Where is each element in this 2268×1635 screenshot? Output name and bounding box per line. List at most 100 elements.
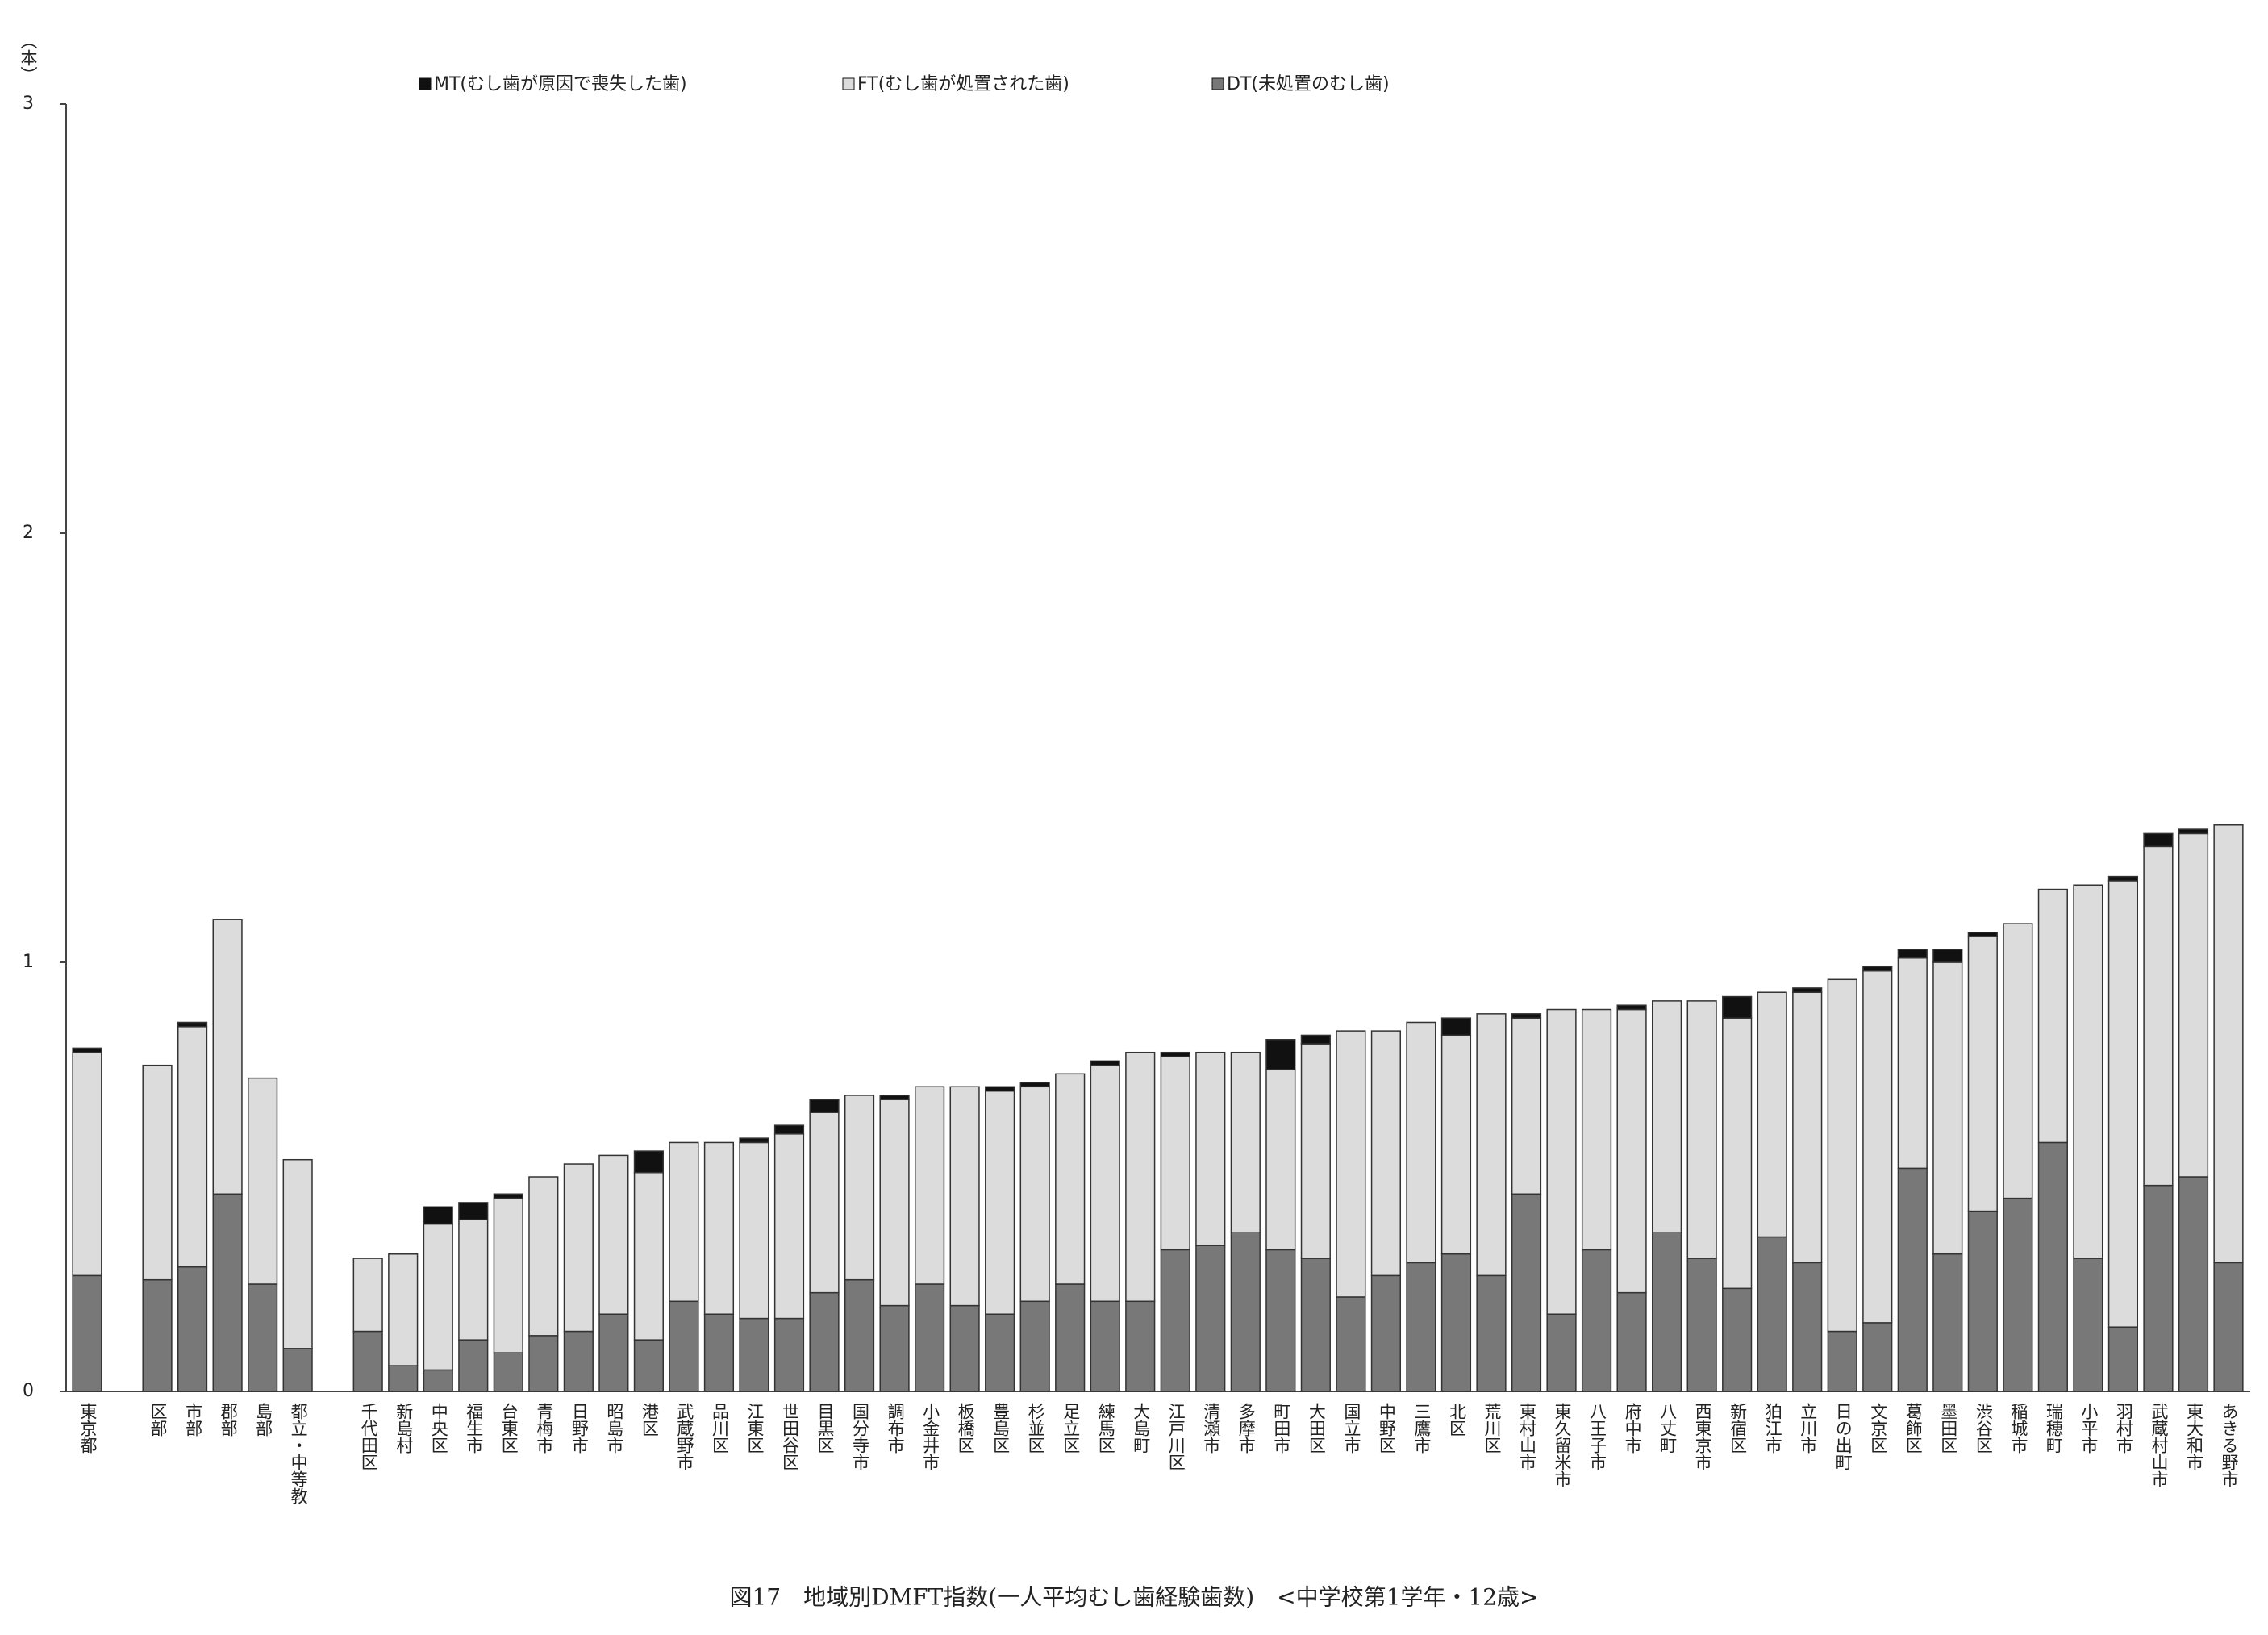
bar-segment — [282, 1348, 313, 1392]
x-tick-label: 葛飾区 — [1903, 1403, 1923, 1454]
bar-segment — [1546, 1008, 1577, 1315]
x-tick-label: 中央区 — [429, 1403, 448, 1454]
bar-segment — [1722, 1017, 1753, 1290]
bar-segment — [458, 1339, 489, 1392]
x-tick-label: 渋谷区 — [1974, 1403, 1993, 1454]
bar-segment — [1055, 1073, 1086, 1285]
bar-segment — [423, 1369, 453, 1392]
bar-segment — [1300, 1034, 1331, 1045]
bar-segment — [1370, 1274, 1402, 1392]
bar-segment — [1967, 932, 1998, 937]
bar-segment — [949, 1304, 980, 1392]
bar-segment — [773, 1317, 805, 1392]
bar-segment — [1616, 1004, 1647, 1011]
bar-segment — [1406, 1021, 1436, 1264]
bar-segment — [1160, 1051, 1190, 1057]
bar-segment — [1932, 949, 1963, 963]
bar-segment — [1511, 1013, 1542, 1019]
bar-segment — [1090, 1300, 1120, 1392]
bar-segment — [1757, 1236, 1787, 1392]
bar-segment — [142, 1064, 173, 1281]
bar-segment — [177, 1021, 208, 1028]
bar-segment — [1195, 1051, 1226, 1246]
bar-segment — [598, 1154, 629, 1315]
bar-segment — [1862, 966, 1893, 972]
x-tick-label: 日野市 — [569, 1403, 589, 1454]
bar-segment — [1932, 961, 1963, 1255]
bar-segment — [563, 1330, 594, 1392]
bar-segment — [1862, 970, 1893, 1324]
bar-segment — [1827, 1330, 1857, 1392]
bar-segment — [1440, 1034, 1472, 1255]
x-tick-label: あきる野市 — [2220, 1403, 2239, 1487]
x-tick-label: 町田市 — [1272, 1403, 1291, 1454]
bar-segment — [1476, 1013, 1507, 1277]
bar-segment — [2107, 1326, 2139, 1392]
bar-segment — [1440, 1017, 1472, 1036]
bar-segment — [2003, 1197, 2033, 1392]
x-tick-label: 西東京市 — [1693, 1403, 1712, 1470]
bar-segment — [703, 1313, 735, 1392]
bar-segment — [879, 1095, 910, 1100]
bar-segment — [633, 1171, 664, 1341]
bar-segment — [809, 1112, 840, 1294]
x-tick-label: 東村山市 — [1518, 1403, 1537, 1470]
x-tick-label: 練馬区 — [1096, 1403, 1115, 1454]
bar-segment — [2037, 1141, 2068, 1392]
legend-label: FT(むし歯が処置された歯) — [857, 74, 1069, 94]
bar-segment — [2178, 832, 2209, 1178]
x-tick-label: 清瀬市 — [1202, 1403, 1221, 1454]
bar-segment — [1090, 1060, 1120, 1066]
bar-segment — [2073, 884, 2103, 1259]
x-tick-label: 郡部 — [219, 1403, 238, 1437]
x-tick-label: 墨田区 — [1939, 1403, 1958, 1454]
x-tick-label: 大田区 — [1307, 1403, 1326, 1454]
bar-segment — [1932, 1253, 1963, 1392]
x-tick-label: 千代田区 — [359, 1403, 378, 1470]
bar-segment — [739, 1141, 769, 1320]
bar-segment — [739, 1137, 769, 1144]
bar-segment — [352, 1258, 383, 1333]
x-tick-label: 市部 — [184, 1403, 203, 1437]
bar-segment — [809, 1099, 840, 1113]
bar-segment — [1511, 1193, 1542, 1392]
x-tick-label: 武蔵野市 — [675, 1403, 694, 1470]
bar-segment — [669, 1300, 699, 1392]
x-tick-label: 日の出町 — [1833, 1403, 1853, 1470]
bar-segment — [879, 1099, 910, 1307]
x-tick-label: 羽村市 — [2114, 1403, 2133, 1454]
x-tick-label: 目黒区 — [815, 1403, 835, 1454]
bar-segment — [177, 1026, 208, 1268]
bar-segment — [1897, 1167, 1928, 1392]
bar-segment — [633, 1150, 664, 1174]
x-tick-label: 島部 — [254, 1403, 273, 1437]
bar-segment — [1897, 949, 1928, 959]
bar-segment — [2107, 880, 2139, 1328]
bar-segment — [1265, 1039, 1296, 1070]
x-tick-label: 東京都 — [78, 1403, 98, 1454]
bar-segment — [248, 1283, 278, 1392]
bar-segment — [1686, 1000, 1717, 1259]
x-tick-label: 品川区 — [710, 1403, 729, 1454]
bar-segment — [1265, 1249, 1296, 1392]
bar-segment — [423, 1206, 453, 1225]
bar-segment — [1862, 1322, 1893, 1392]
bar-segment — [1090, 1064, 1120, 1303]
bar-segment — [2143, 845, 2174, 1187]
bar-segment — [528, 1176, 559, 1337]
bar-segment — [1019, 1082, 1050, 1088]
x-tick-label: 八王子市 — [1588, 1403, 1607, 1470]
bar-segment — [493, 1197, 523, 1353]
bar-segment — [388, 1253, 419, 1366]
legend-label: MT(むし歯が原因で喪失した歯) — [434, 74, 687, 94]
x-tick-label: 三鷹市 — [1412, 1403, 1432, 1454]
x-tick-label: 杉並区 — [1026, 1403, 1045, 1454]
x-tick-label: 調布市 — [886, 1403, 905, 1454]
x-tick-label: 足立区 — [1061, 1403, 1081, 1454]
bar-segment — [2073, 1258, 2103, 1392]
bar-segment — [1230, 1051, 1261, 1233]
bar-segment — [1581, 1249, 1612, 1392]
bar-segment — [773, 1133, 805, 1320]
x-tick-label: 港区 — [640, 1403, 659, 1437]
bar-segment — [1476, 1274, 1507, 1392]
